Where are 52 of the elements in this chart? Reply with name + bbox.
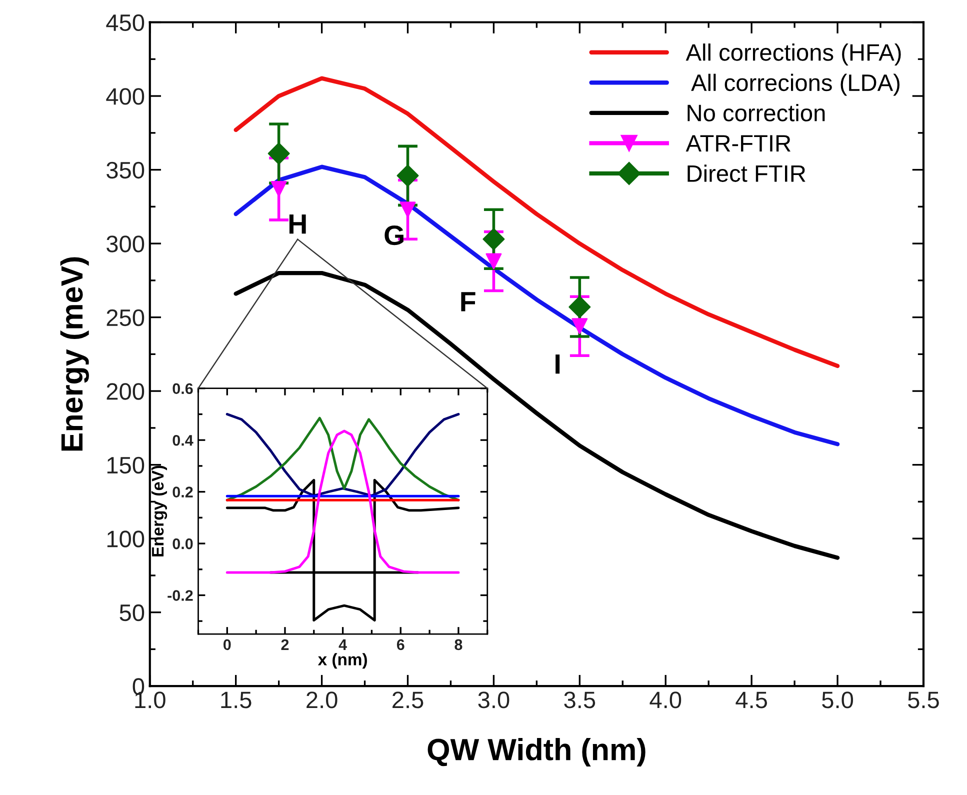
point xyxy=(396,164,419,187)
annotation: G xyxy=(384,225,404,246)
annotation: H xyxy=(289,214,306,234)
y-tick-label: 250 xyxy=(106,309,144,326)
x-tick-label: 4.5 xyxy=(736,692,767,708)
point xyxy=(568,296,591,318)
point xyxy=(572,318,588,334)
y-tick-label: 300 xyxy=(106,236,144,252)
annotation: I xyxy=(556,354,560,374)
y-tick-label: -0.2 xyxy=(168,590,193,601)
point xyxy=(270,180,287,197)
legend-label: No correction xyxy=(688,104,825,122)
line-series xyxy=(234,270,840,560)
x-tick-label: 3.5 xyxy=(564,692,596,708)
x-tick-label: 4 xyxy=(338,639,347,650)
legend-label: All corrections (HFA) xyxy=(686,44,901,66)
x-tick-label: 1.5 xyxy=(221,692,252,708)
x-axis-title: x (nm) xyxy=(318,653,367,669)
legend-label: ATR-FTIR xyxy=(686,135,790,152)
y-tick-label: 50 xyxy=(120,604,144,622)
x-tick-label: 2.0 xyxy=(306,692,338,708)
y-tick-label: 0.2 xyxy=(172,486,193,498)
y-axis-title: Energy (meV) xyxy=(60,257,89,451)
y-tick-label: 400 xyxy=(106,88,144,105)
x-tick-label: 5.5 xyxy=(908,692,939,708)
x-tick-label: 0 xyxy=(224,639,231,650)
y-tick-label: 450 xyxy=(106,14,144,32)
y-tick-label: 150 xyxy=(107,456,144,474)
legend-label: All correcions (LDA) xyxy=(691,74,900,96)
y-tick-label: 100 xyxy=(107,530,144,548)
annotation: F xyxy=(461,292,476,312)
y-tick-label: 0.4 xyxy=(172,434,194,446)
x-axis-title: QW Width (nm) xyxy=(428,738,646,766)
x-tick-label: 5.0 xyxy=(822,692,854,708)
x-tick-label: 2.5 xyxy=(392,692,424,708)
point xyxy=(486,253,502,270)
x-tick-label: 3.0 xyxy=(478,692,510,708)
y-tick-label: 200 xyxy=(106,383,144,400)
point xyxy=(268,142,290,165)
y-tick-label: 0.0 xyxy=(172,538,193,550)
x-tick-label: 6 xyxy=(396,639,404,650)
x-tick-label: 2 xyxy=(281,639,289,650)
y-tick-label: 0.6 xyxy=(172,383,193,394)
point xyxy=(482,228,505,250)
x-tick-label: 4.0 xyxy=(650,692,682,708)
y-axis-title: Energy (eV) xyxy=(151,466,168,556)
x-tick-label: 8 xyxy=(454,639,462,650)
point xyxy=(400,202,416,218)
line-series xyxy=(226,430,460,574)
line-series xyxy=(234,164,840,446)
y-tick-label: 350 xyxy=(106,162,144,179)
legend-label: Direct FTIR xyxy=(688,164,806,182)
